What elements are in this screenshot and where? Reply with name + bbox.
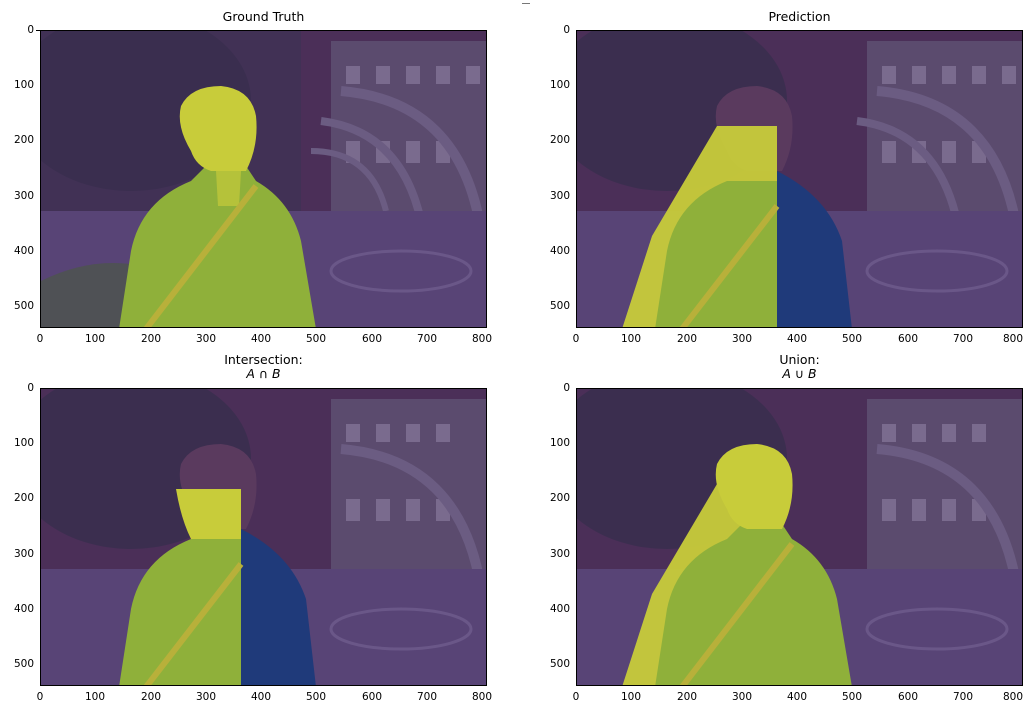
y-tick-mark <box>36 30 40 31</box>
image-panel-intersection <box>40 388 487 686</box>
person-mask-union <box>622 444 852 685</box>
x-tick-label: 500 <box>305 691 327 703</box>
x-tick-label: 300 <box>731 333 753 345</box>
y-tick-label: 400 <box>549 603 570 615</box>
x-tick-label: 500 <box>305 333 327 345</box>
panel-title-intersection: Intersection: <box>224 352 303 367</box>
x-tick-label: 0 <box>36 333 44 345</box>
y-tick-label: 200 <box>13 492 34 504</box>
x-tick-label: 700 <box>416 691 438 703</box>
panel-subtitle-intersection: A ∩ B <box>246 366 281 381</box>
x-tick-label: 200 <box>676 691 698 703</box>
y-tick-label: 500 <box>13 300 34 312</box>
x-tick-label: 600 <box>361 691 383 703</box>
y-tick-label: 0 <box>27 24 34 36</box>
x-tick-label: 400 <box>250 333 272 345</box>
x-tick-label: 600 <box>897 333 919 345</box>
x-tick-label: 500 <box>841 333 863 345</box>
image-panel-union <box>576 388 1023 686</box>
x-tick-label: 800 <box>1002 691 1024 703</box>
x-tick-label: 100 <box>84 333 106 345</box>
y-tick-label: 100 <box>13 437 34 449</box>
segmentation-overlay-ground-truth <box>41 31 486 327</box>
x-tick-label: 0 <box>572 333 580 345</box>
panel-title-ground-truth: Ground Truth <box>222 9 305 24</box>
y-tick-label: 500 <box>13 658 34 670</box>
y-tick-label: 100 <box>549 79 570 91</box>
x-tick-label: 300 <box>731 691 753 703</box>
x-tick-label: 600 <box>361 333 383 345</box>
x-tick-label: 600 <box>897 691 919 703</box>
window-artifact-mark <box>522 3 530 4</box>
panel-title-prediction: Prediction <box>768 9 831 24</box>
x-tick-label: 800 <box>471 691 493 703</box>
x-tick-label: 500 <box>841 691 863 703</box>
y-tick-label: 200 <box>549 492 570 504</box>
y-tick-label: 0 <box>563 24 570 36</box>
y-tick-label: 300 <box>549 548 570 560</box>
y-tick-label: 500 <box>549 300 570 312</box>
x-tick-label: 200 <box>140 691 162 703</box>
x-tick-label: 800 <box>1002 333 1024 345</box>
y-tick-label: 100 <box>13 79 34 91</box>
y-tick-label: 0 <box>27 382 34 394</box>
person-mask-ground-truth <box>119 86 316 327</box>
segmentation-overlay-prediction <box>577 31 1022 327</box>
x-tick-label: 700 <box>952 333 974 345</box>
x-tick-label: 100 <box>620 333 642 345</box>
x-tick-label: 700 <box>416 333 438 345</box>
x-tick-label: 400 <box>786 333 808 345</box>
y-tick-label: 100 <box>549 437 570 449</box>
y-tick-label: 500 <box>549 658 570 670</box>
person-mask-prediction <box>622 126 852 327</box>
y-tick-label: 300 <box>13 190 34 202</box>
image-panel-ground-truth <box>40 30 487 328</box>
x-tick-label: 100 <box>620 691 642 703</box>
panel-title-union: Union: <box>779 352 820 367</box>
x-tick-label: 400 <box>786 691 808 703</box>
x-tick-label: 300 <box>195 333 217 345</box>
segmentation-overlay-union <box>577 389 1022 685</box>
x-tick-label: 0 <box>572 691 580 703</box>
x-tick-label: 200 <box>140 333 162 345</box>
segmentation-overlay-intersection <box>41 389 486 685</box>
y-tick-label: 300 <box>13 548 34 560</box>
y-tick-label: 400 <box>13 245 34 257</box>
y-tick-label: 200 <box>549 134 570 146</box>
y-tick-label: 200 <box>13 134 34 146</box>
y-tick-label: 0 <box>563 382 570 394</box>
x-tick-label: 300 <box>195 691 217 703</box>
x-tick-label: 100 <box>84 691 106 703</box>
y-tick-label: 400 <box>549 245 570 257</box>
x-tick-label: 400 <box>250 691 272 703</box>
x-tick-label: 0 <box>36 691 44 703</box>
y-tick-label: 400 <box>13 603 34 615</box>
x-tick-label: 700 <box>952 691 974 703</box>
x-tick-label: 800 <box>471 333 493 345</box>
y-tick-label: 300 <box>549 190 570 202</box>
person-mask-intersection <box>119 489 316 685</box>
panel-subtitle-union: A ∪ B <box>782 366 817 381</box>
x-tick-label: 200 <box>676 333 698 345</box>
image-panel-prediction <box>576 30 1023 328</box>
